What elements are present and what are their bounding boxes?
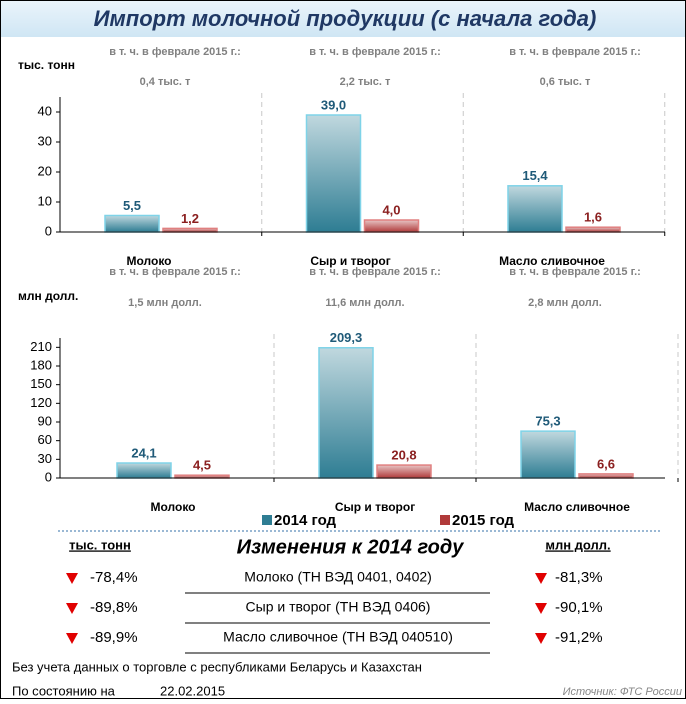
bar <box>116 462 172 479</box>
y-tick-label: 40 <box>38 103 52 118</box>
product-name: Масло сливочное (ТН ВЭД 040510) <box>223 629 453 645</box>
left-change: -89,9% <box>90 629 138 646</box>
bar <box>578 473 634 479</box>
annotation-text: 0,4 тыс. т <box>140 76 191 88</box>
bar <box>318 347 374 479</box>
x-tick-label: Сыр и творог <box>335 500 415 514</box>
y-tick-label: 0 <box>45 469 52 484</box>
annotation-text: 2,2 тыс. т <box>340 76 391 88</box>
bar <box>104 214 160 233</box>
bar <box>363 219 420 233</box>
down-arrow <box>66 633 78 644</box>
value-label: 24,1 <box>131 445 156 460</box>
left-change: -89,8% <box>90 599 138 616</box>
x-tick-label: Молоко <box>151 500 196 514</box>
as-of-label: По состоянию на <box>12 683 116 698</box>
y-tick-label: 180 <box>30 357 52 372</box>
left-change: -78,4% <box>90 569 138 586</box>
bar <box>376 464 432 479</box>
right-header: млн долл. <box>545 537 610 552</box>
down-arrow <box>535 603 547 614</box>
y-tick-label: 20 <box>38 163 52 178</box>
down-arrow <box>535 633 547 644</box>
bar <box>520 430 576 479</box>
down-arrow <box>66 603 78 614</box>
y-axis-label: тыс. тонн <box>18 58 75 72</box>
annotation-label: в т. ч. в феврале 2015 г.: <box>109 266 241 278</box>
y-tick-label: 30 <box>38 451 52 466</box>
bar <box>507 185 563 233</box>
x-tick-label: Молоко <box>127 254 172 268</box>
changes-title: Изменения к 2014 году <box>237 536 465 558</box>
y-tick-label: 0 <box>45 223 52 238</box>
bar <box>565 226 621 233</box>
annotation-text: 2,8 млн долл. <box>528 297 602 309</box>
annotation-text: 0,6 тыс. т <box>540 76 591 88</box>
annotation-label: в т. ч. в феврале 2015 г.: <box>509 266 641 278</box>
y-tick-label: 60 <box>38 432 52 447</box>
value-label: 1,6 <box>584 210 602 225</box>
annotation-label: в т. ч. в феврале 2015 г.: <box>109 46 241 58</box>
title: Импорт молочной продукции (с начала года… <box>94 6 597 31</box>
y-tick-label: 10 <box>38 193 52 208</box>
left-header: тыс. тонн <box>69 537 131 552</box>
x-tick-label: Масло сливочное <box>524 500 630 514</box>
y-tick-label: 90 <box>38 413 52 428</box>
annotation-label: в т. ч. в феврале 2015 г.: <box>309 46 441 58</box>
down-arrow <box>66 573 78 584</box>
title-band <box>1 1 685 37</box>
y-tick-label: 210 <box>30 339 52 354</box>
value-label: 15,4 <box>522 168 548 183</box>
value-label: 1,2 <box>181 211 199 226</box>
product-name: Сыр и творог (ТН ВЭД 0406) <box>246 599 431 615</box>
y-axis-label: млн долл. <box>18 289 78 303</box>
value-label: 39,0 <box>321 97 346 112</box>
value-label: 5,5 <box>123 198 141 213</box>
down-arrow <box>535 573 547 584</box>
bar <box>162 227 218 233</box>
value-label: 209,3 <box>330 330 363 345</box>
footnote: Без учета данных о торговле с республика… <box>12 659 422 674</box>
value-label: 75,3 <box>535 414 560 429</box>
annotation-label: в т. ч. в феврале 2015 г.: <box>309 266 441 278</box>
y-tick-label: 120 <box>30 395 52 410</box>
right-change: -90,1% <box>555 599 603 616</box>
y-tick-label: 30 <box>38 133 52 148</box>
y-tick-label: 150 <box>30 376 52 391</box>
as-of-date: 22.02.2015 <box>160 683 225 698</box>
annotation-text: 1,5 млн долл. <box>128 297 202 309</box>
annotation-label: в т. ч. в феврале 2015 г.: <box>509 46 641 58</box>
value-label: 20,8 <box>391 447 416 462</box>
annotation-text: 11,6 млн долл. <box>325 297 404 309</box>
legend-label: 2015 год <box>452 512 515 529</box>
right-change: -91,2% <box>555 629 603 646</box>
value-label: 6,6 <box>597 456 615 471</box>
legend-swatch <box>262 515 272 525</box>
source: Источник: ФТС России <box>563 686 682 698</box>
bar <box>305 114 362 233</box>
value-label: 4,0 <box>382 202 400 217</box>
right-change: -81,3% <box>555 569 603 586</box>
product-name: Молоко (ТН ВЭД 0401, 0402) <box>244 569 432 585</box>
x-tick-label: Сыр и творог <box>310 254 390 268</box>
x-tick-label: Масло сливочное <box>499 254 605 268</box>
value-label: 4,5 <box>193 458 211 473</box>
legend-swatch <box>440 515 450 525</box>
legend-label: 2014 год <box>274 512 337 529</box>
